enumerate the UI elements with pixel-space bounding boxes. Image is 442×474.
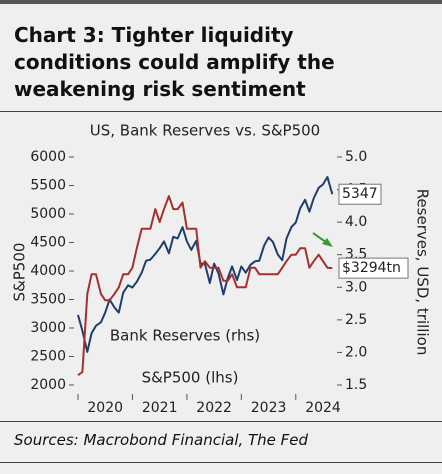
x-tick-label: 2021 — [142, 400, 178, 416]
y2-tick-label: 4.0 — [345, 214, 367, 230]
y-tick-label: 2000 — [30, 377, 66, 393]
chart: US, Bank Reserves vs. S&P500 S&P500 Rese… — [11, 122, 432, 417]
x-tick-label: 2020 — [87, 400, 123, 416]
value-label: $3294tn — [342, 260, 401, 276]
y2-tick-label: 1.5 — [345, 377, 367, 393]
y-tick-label: 5000 — [30, 206, 66, 222]
y2-tick-label: 5.0 — [345, 149, 367, 165]
y-tick-label: 3500 — [30, 292, 66, 308]
value-label-box — [338, 183, 382, 205]
top-bar — [0, 0, 442, 4]
value-label: 5347 — [342, 186, 378, 202]
divider — [0, 111, 442, 112]
arrow-head — [322, 238, 333, 247]
y-tick-label: 5500 — [30, 178, 66, 194]
y2-tick-label: 2.5 — [345, 312, 367, 328]
chart-subtitle: US, Bank Reserves vs. S&P500 — [90, 122, 320, 140]
legend-label: S&P500 (lhs) — [142, 369, 239, 387]
y-tick-label: 4000 — [30, 263, 66, 279]
x-tick-label: 2024 — [305, 400, 341, 416]
divider — [0, 462, 442, 463]
y-tick-label: 6000 — [30, 149, 66, 165]
y2-axis-title: Reserves, USD, trillion — [414, 189, 432, 356]
divider — [0, 421, 442, 422]
series-line — [77, 176, 334, 353]
y2-tick-label: 2.0 — [345, 344, 367, 360]
source-note: Sources: Macrobond Financial, The Fed — [14, 431, 309, 449]
y2-tick-label: 3.0 — [345, 279, 367, 295]
legend-label: Bank Reserves (rhs) — [110, 327, 260, 345]
chart-title: Chart 3: Tighter liquidity conditions co… — [14, 23, 335, 101]
x-tick-label: 2023 — [251, 400, 287, 416]
y-tick-label: 4500 — [30, 235, 66, 251]
y-tick-label: 2500 — [30, 349, 66, 365]
y-tick-label: 3000 — [30, 320, 66, 336]
x-tick-label: 2022 — [196, 400, 232, 416]
series-line — [77, 195, 333, 377]
value-label-box — [338, 257, 409, 279]
y-axis-title: S&P500 — [11, 243, 29, 302]
